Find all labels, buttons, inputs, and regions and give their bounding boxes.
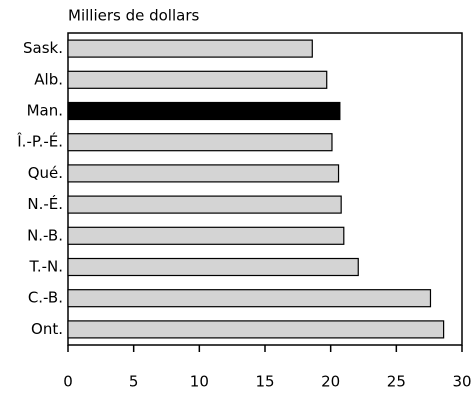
y-tick-label: Alb.	[34, 70, 63, 88]
y-tick-label: N.-B.	[27, 226, 63, 244]
x-tick-label: 20	[321, 373, 340, 391]
bar	[67, 133, 333, 152]
bar	[67, 70, 328, 89]
y-tick-label: Sask.	[23, 39, 63, 57]
y-tick-label: Man.	[27, 102, 63, 120]
y-tick-label: C.-B.	[28, 289, 63, 307]
x-tick-label: 0	[63, 373, 73, 391]
bar	[67, 226, 345, 245]
y-tick-label: T.-N.	[28, 258, 63, 276]
x-tick-label: 30	[452, 373, 471, 391]
x-tick-label: 5	[129, 373, 139, 391]
y-tick-label: Ont.	[31, 320, 63, 338]
y-tick-label: N.-É.	[27, 194, 63, 213]
y-tick-label: Î.-P.-É.	[16, 132, 63, 151]
y-tick-label: Qué.	[28, 164, 63, 182]
bar	[67, 320, 445, 339]
bar	[67, 101, 341, 121]
x-tick-label: 10	[190, 373, 209, 391]
axis-label: Milliers de dollars	[68, 7, 200, 25]
bar	[67, 289, 432, 308]
x-tick-label: 25	[387, 373, 406, 391]
bar	[67, 39, 313, 58]
bar	[67, 164, 340, 183]
bar	[67, 195, 342, 214]
x-tick-label: 15	[255, 373, 274, 391]
bar	[67, 257, 359, 277]
